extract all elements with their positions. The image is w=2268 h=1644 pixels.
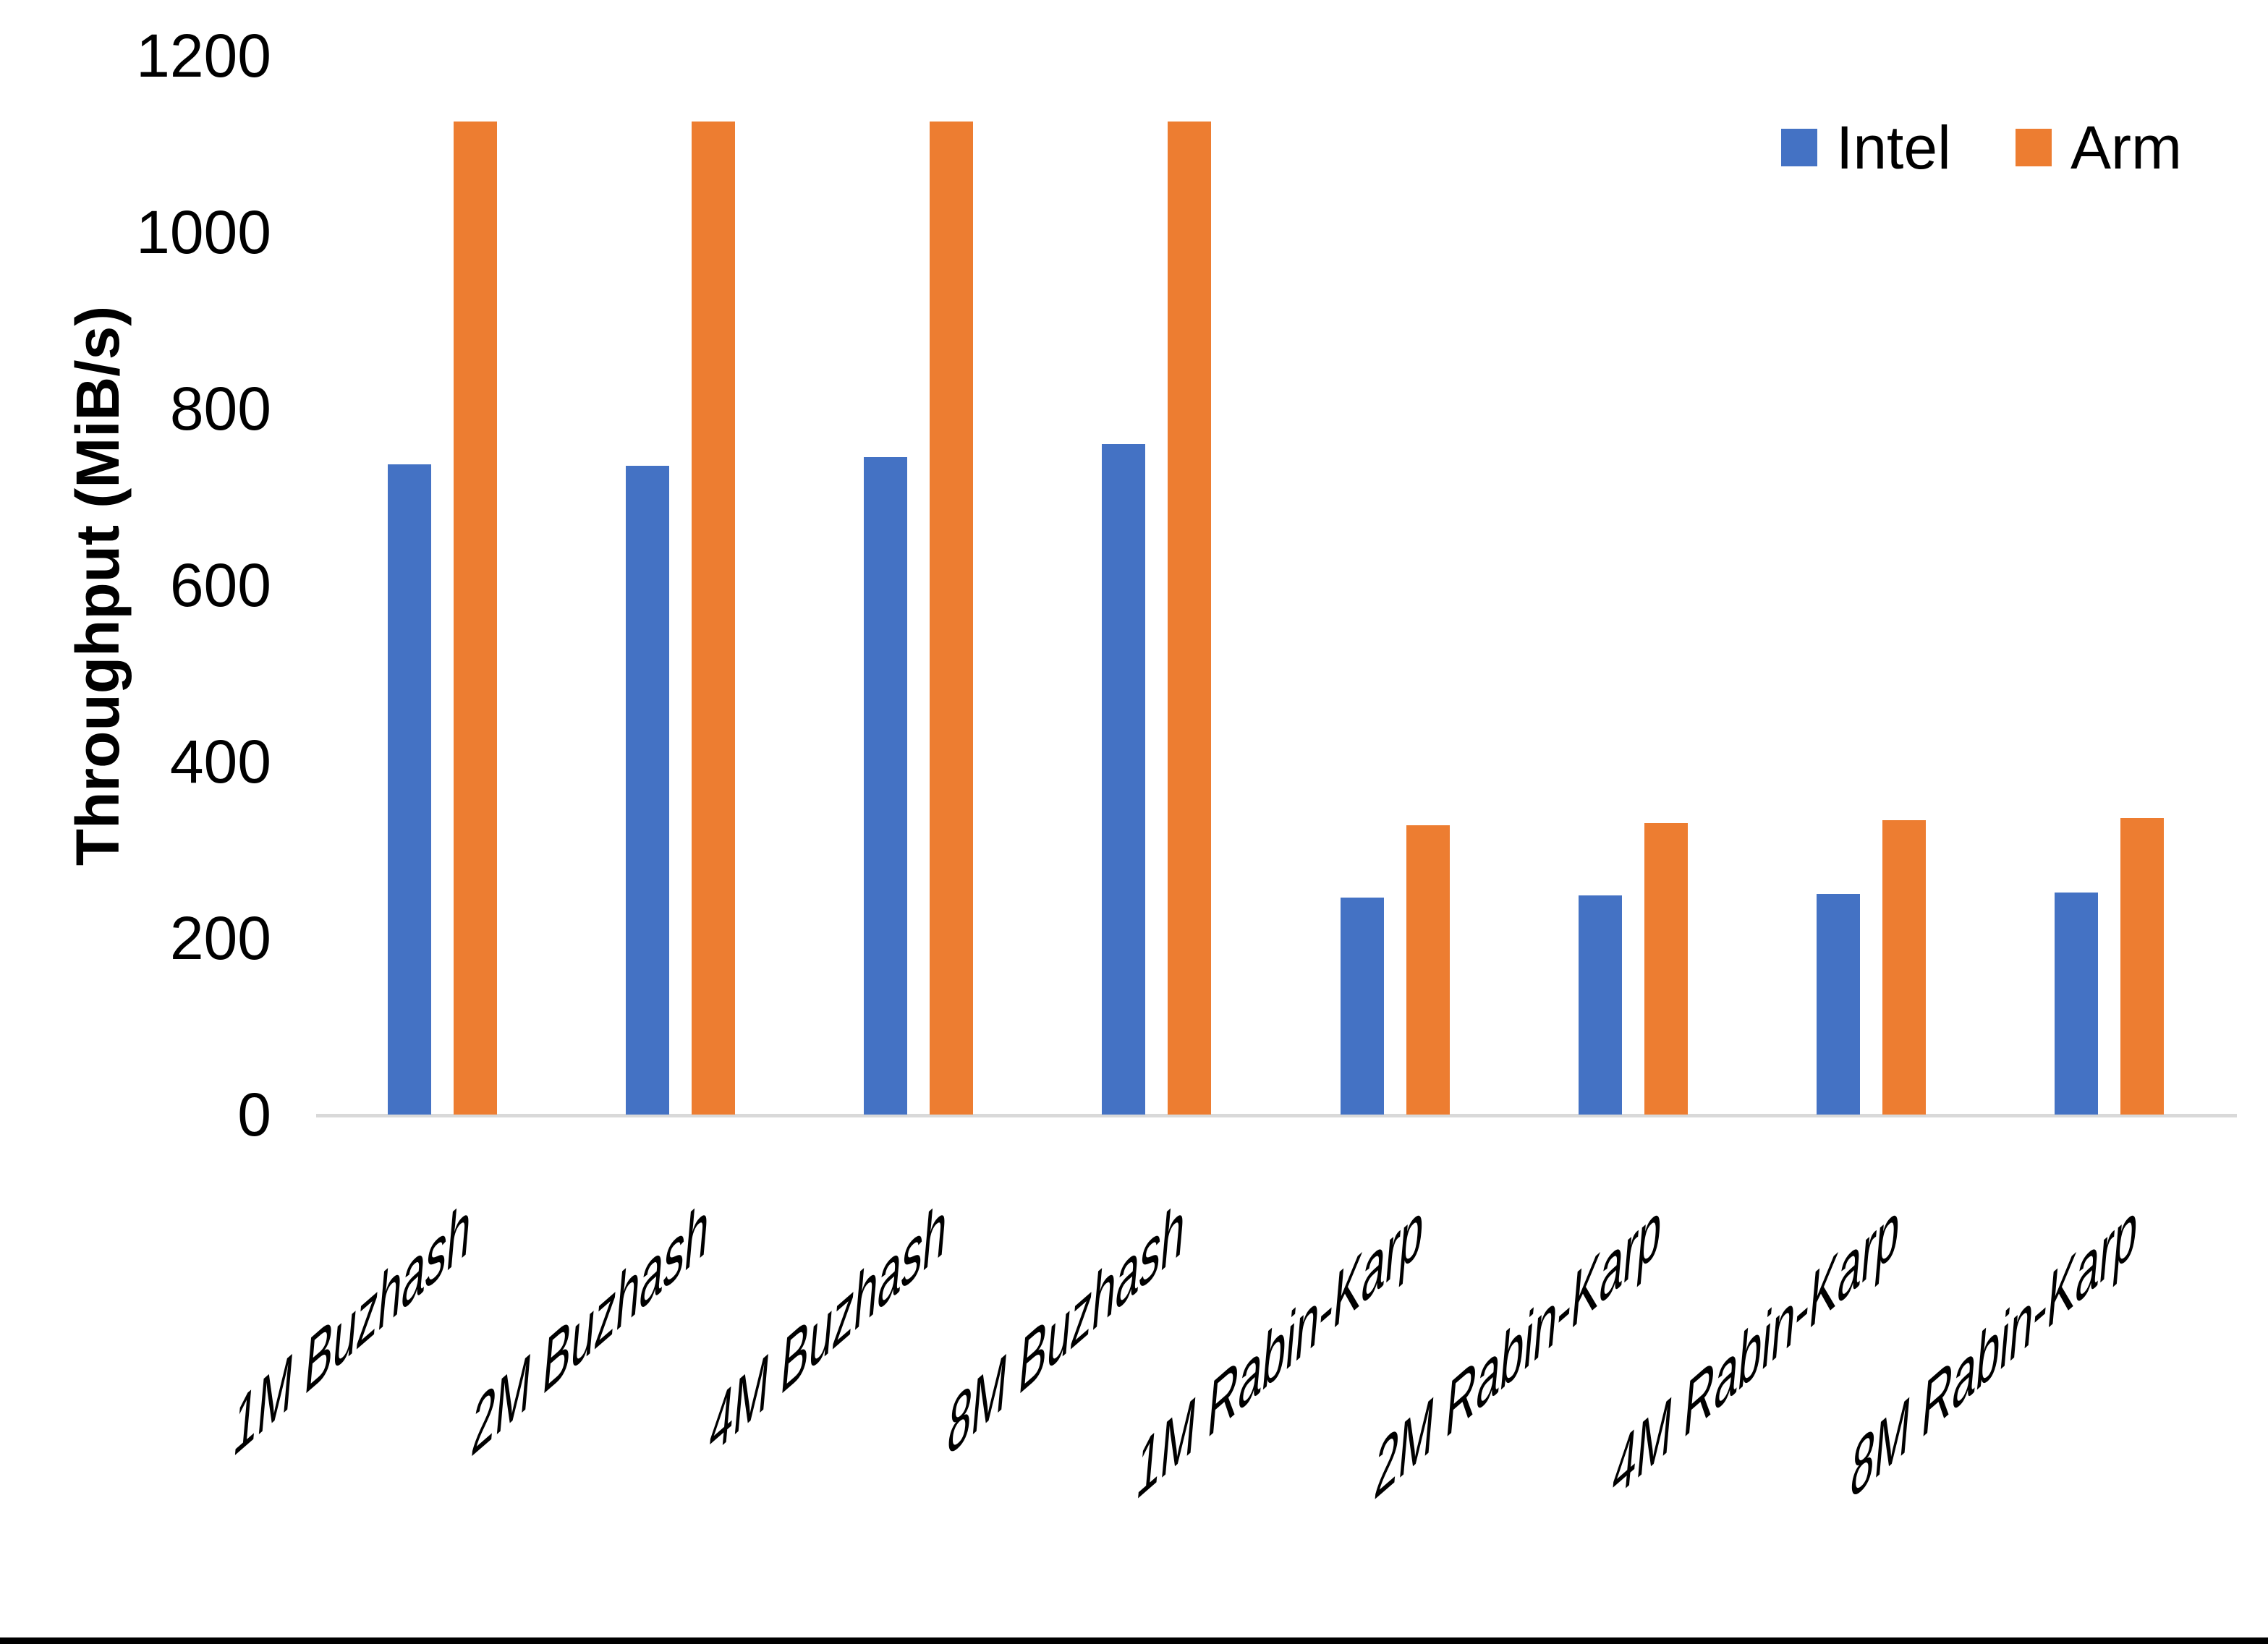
bar-intel-1m-rabin-karp bbox=[1341, 898, 1384, 1115]
bar-intel-2m-buzhash bbox=[626, 466, 669, 1115]
bar-intel-8m-rabin-karp bbox=[2055, 893, 2098, 1115]
bar-arm-2m-buzhash bbox=[692, 122, 735, 1115]
bar-intel-8m-buzhash bbox=[1102, 444, 1145, 1115]
legend-item-arm: Arm bbox=[2016, 113, 2182, 182]
y-tick-label-400: 400 bbox=[169, 728, 271, 796]
legend-swatch-arm bbox=[2016, 129, 2052, 166]
y-tick-label-1200: 1200 bbox=[136, 22, 271, 90]
bar-intel-4m-buzhash bbox=[864, 457, 907, 1115]
y-tick-label-200: 200 bbox=[169, 904, 271, 972]
bar-intel-1m-buzhash bbox=[388, 464, 431, 1115]
x-tick-label-4m-buzhash: 4M Buzhash bbox=[706, 1178, 951, 1476]
y-tick-label-600: 600 bbox=[169, 551, 271, 619]
x-tick-label-1m-buzhash: 1M Buzhash bbox=[230, 1178, 475, 1476]
legend-swatch-intel bbox=[1781, 129, 1817, 166]
legend-label-arm: Arm bbox=[2070, 114, 2182, 182]
bar-arm-1m-buzhash bbox=[454, 122, 497, 1115]
bar-arm-4m-rabin-karp bbox=[1882, 820, 1926, 1115]
plot-area bbox=[316, 56, 2237, 1117]
y-tick-label-1000: 1000 bbox=[136, 198, 271, 266]
bar-intel-4m-rabin-karp bbox=[1817, 894, 1860, 1115]
bar-arm-4m-buzhash bbox=[930, 122, 973, 1115]
x-axis-line bbox=[316, 1114, 2237, 1117]
y-tick-label-0: 0 bbox=[237, 1081, 271, 1149]
bar-intel-2m-rabin-karp bbox=[1579, 895, 1622, 1115]
x-tick-label-2m-buzhash: 2M Buzhash bbox=[468, 1178, 713, 1476]
bar-arm-8m-rabin-karp bbox=[2120, 818, 2164, 1115]
bar-arm-1m-rabin-karp bbox=[1406, 825, 1450, 1115]
bar-arm-2m-rabin-karp bbox=[1644, 823, 1688, 1115]
legend-label-intel: Intel bbox=[1836, 114, 1951, 182]
bottom-border bbox=[0, 1637, 2268, 1644]
bar-arm-8m-buzhash bbox=[1168, 122, 1211, 1115]
y-tick-label-800: 800 bbox=[169, 375, 271, 443]
legend-item-intel: Intel bbox=[1781, 113, 1951, 182]
